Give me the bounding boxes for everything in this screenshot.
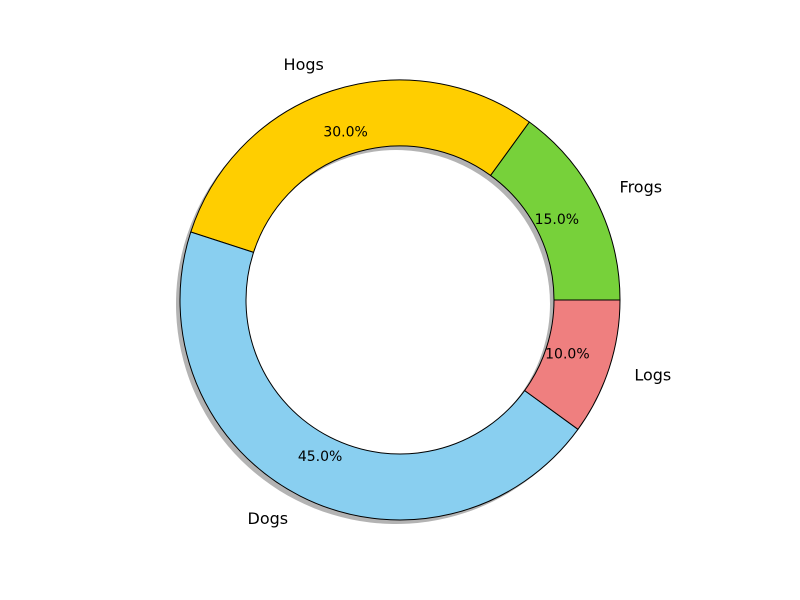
pct-label-logs: 10.0%: [545, 346, 589, 362]
segment-dogs: [180, 232, 578, 520]
category-label-logs: Logs: [634, 366, 671, 385]
category-label-hogs: Hogs: [284, 55, 324, 74]
segment-hogs: [191, 80, 530, 252]
category-label-frogs: Frogs: [620, 178, 663, 197]
category-label-dogs: Dogs: [248, 509, 289, 528]
donut-segments: [180, 80, 620, 520]
pct-label-frogs: 15.0%: [535, 212, 579, 228]
pct-label-hogs: 30.0%: [323, 125, 367, 141]
donut-chart: 15.0% 30.0% 45.0% 10.0% Frogs Hogs Dogs Logs: [0, 0, 800, 600]
pct-label-dogs: 45.0%: [298, 449, 342, 465]
